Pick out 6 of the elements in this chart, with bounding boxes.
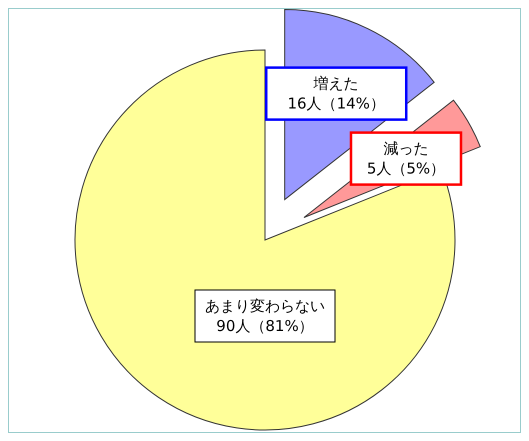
slice-label: あまり変わらない — [205, 297, 325, 315]
slice-label: 増えた — [312, 74, 359, 93]
slice-label: 減った — [383, 140, 428, 158]
data-label: 90人（81%） — [216, 317, 314, 335]
data-label: 5人（5%） — [366, 160, 446, 178]
data-label: 16人（14%） — [288, 94, 385, 113]
